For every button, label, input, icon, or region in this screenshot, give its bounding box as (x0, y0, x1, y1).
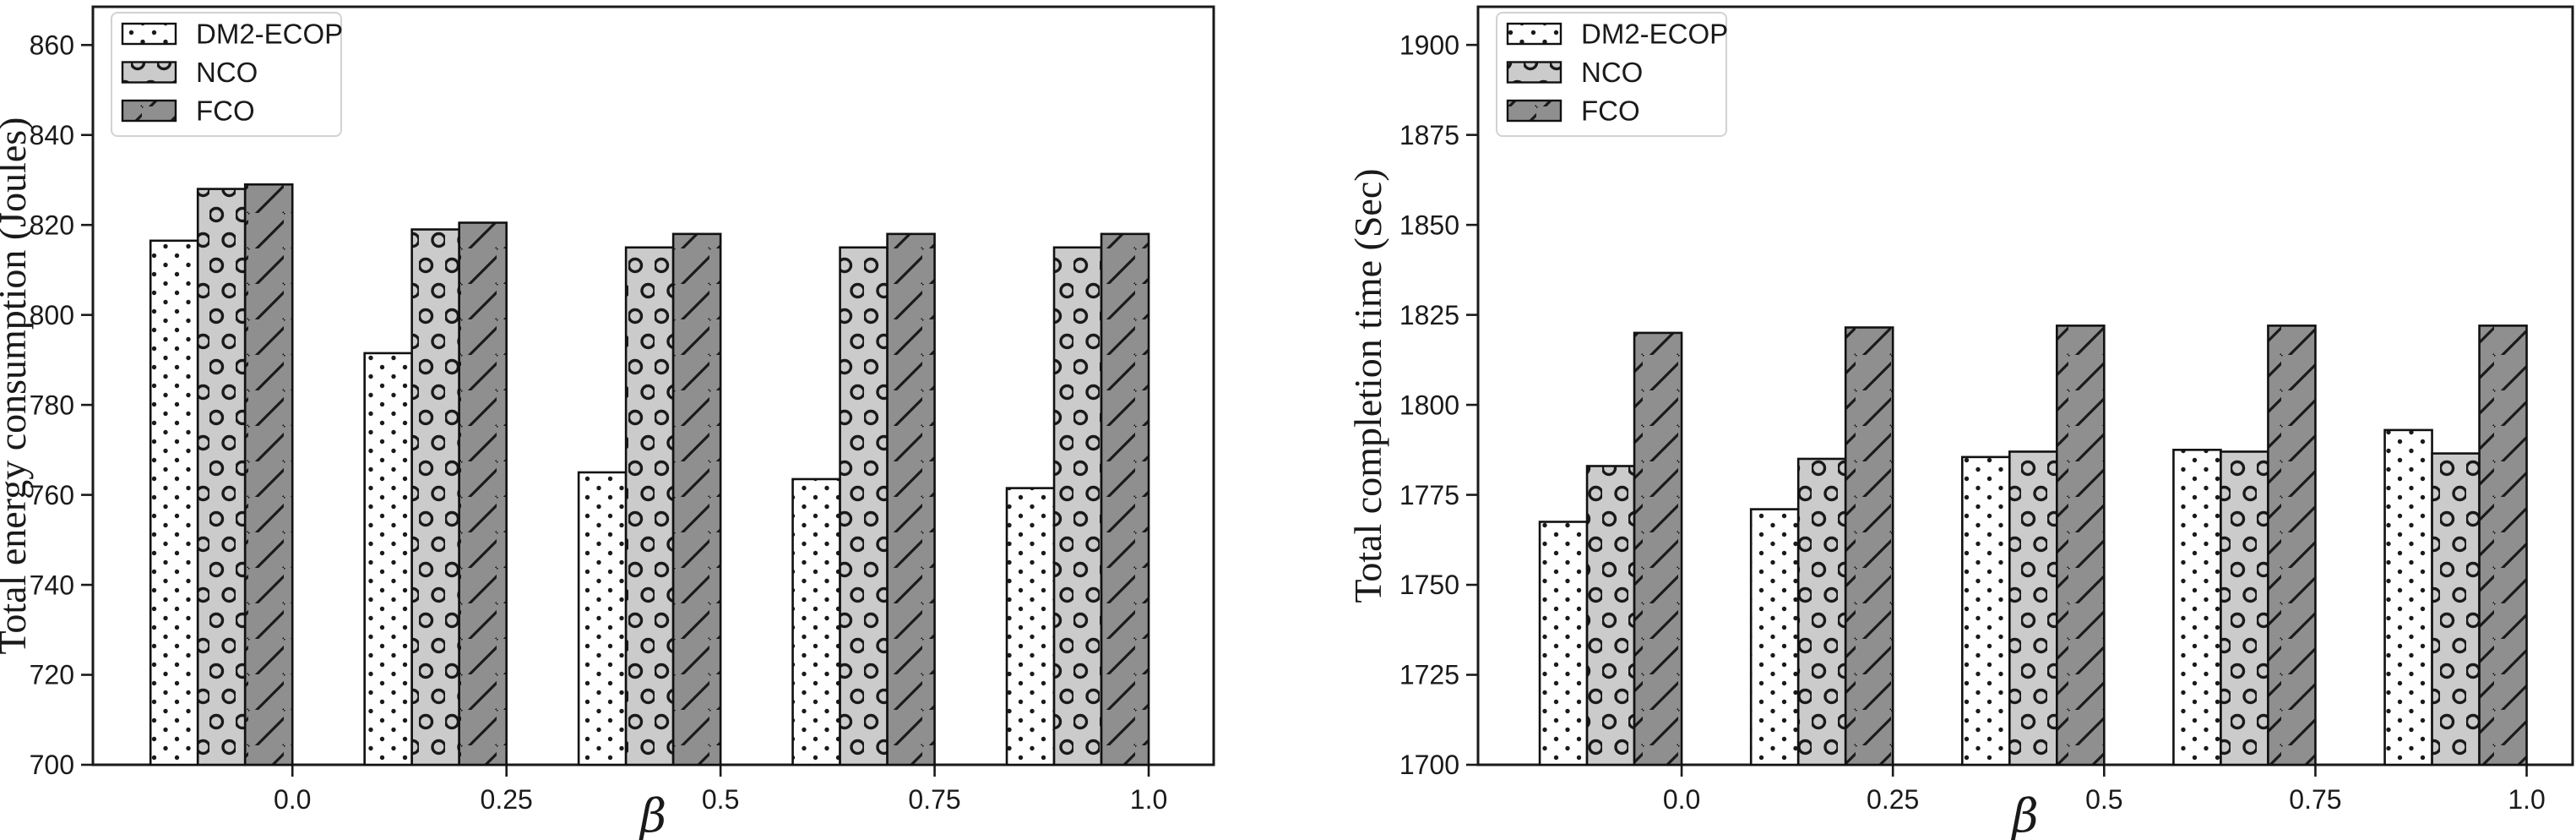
bar-nco-0.0 (196, 188, 247, 766)
legend-swatch-fco (1506, 99, 1562, 123)
x-tick-label: 0.5 (2085, 784, 2122, 815)
bar-dm2-ecop-0.25 (363, 352, 413, 766)
bar-nco-0.0 (1585, 465, 1636, 766)
energy-consumption-chart: 700 720 740 760 780 800 820 840 860 0.0 0.25 0.5 0.7… (0, 5, 1215, 840)
x-tick-label: 0.25 (481, 784, 533, 815)
completion-y-axis-label: Total completion time (Sec) (1346, 168, 1389, 603)
y-tick-label: 720 (30, 660, 74, 690)
bar-fco-0.25 (458, 221, 508, 766)
y-tick-label: 1775 (1399, 480, 1459, 510)
bar-fco-0.25 (1844, 326, 1894, 766)
bar-nco-0.75 (839, 246, 889, 766)
x-tick-label: 0.5 (702, 784, 739, 815)
x-tick-label: 0.75 (2289, 784, 2341, 815)
y-tick-label: 1750 (1399, 570, 1459, 600)
bar-dm2-ecop-1.0 (2383, 428, 2433, 766)
legend-swatch-dm2-ecop (121, 22, 177, 46)
y-tick-label: 860 (30, 30, 74, 60)
bar-nco-0.5 (2008, 450, 2058, 766)
bar-nco-0.5 (624, 246, 675, 766)
bar-fco-0.75 (886, 232, 936, 766)
bar-fco-1.0 (2478, 325, 2528, 766)
legend-label-nco: NCO (1581, 57, 1643, 88)
y-tick-label: 1725 (1399, 660, 1459, 690)
legend-swatch-dm2-ecop (1506, 22, 1562, 46)
y-tick-label: 820 (30, 210, 74, 240)
energy-x-axis-label: β (639, 789, 666, 840)
bar-fco-1.0 (1100, 232, 1150, 766)
bar-dm2-ecop-0.75 (791, 477, 841, 766)
legend-swatch-fco (121, 99, 177, 123)
bar-nco-0.25 (1796, 457, 1847, 766)
bar-dm2-ecop-0.0 (149, 239, 199, 766)
bar-fco-0.5 (2056, 325, 2106, 766)
y-tick-label: 1800 (1399, 390, 1459, 420)
bar-dm2-ecop-0.5 (577, 471, 628, 766)
legend-label-fco: FCO (1581, 95, 1640, 127)
bar-dm2-ecop-0.75 (2172, 449, 2222, 766)
x-tick-label: 0.75 (908, 784, 960, 815)
bar-nco-1.0 (2431, 452, 2481, 766)
y-tick-label: 1825 (1399, 300, 1459, 330)
completion-x-axis-label: β (2010, 789, 2038, 840)
bar-nco-0.25 (410, 228, 460, 766)
y-tick-label: 740 (30, 570, 74, 600)
bar-fco-0.75 (2267, 325, 2317, 766)
legend-swatch-nco (1506, 61, 1562, 84)
bar-fco-0.5 (671, 232, 722, 766)
legend-label-nco: NCO (196, 57, 258, 88)
energy-y-axis-label: Total energy consumption (Joules) (0, 117, 34, 655)
completion-time-chart: 1700 1725 1750 1775 1800 1825 1850 1875 1900 0.0 0… (1288, 0, 2576, 840)
bar-dm2-ecop-0.5 (1961, 455, 2011, 766)
legend-label-dm2-ecop: DM2-ECOP (1581, 19, 1728, 50)
legend: DM2-ECOP NCO FCO (111, 12, 343, 137)
legend-label-fco: FCO (196, 95, 255, 127)
bar-nco-1.0 (1052, 246, 1103, 766)
legend-label-dm2-ecop: DM2-ECOP (196, 19, 343, 50)
x-tick-label: 0.25 (1867, 784, 1919, 815)
bar-nco-0.75 (2220, 450, 2269, 766)
bar-dm2-ecop-1.0 (1005, 487, 1056, 766)
y-tick-label: 800 (30, 300, 74, 330)
x-tick-label: 0.0 (274, 784, 311, 815)
legend-swatch-nco (121, 61, 177, 84)
y-tick-label: 780 (30, 390, 74, 420)
y-tick-label: 700 (30, 750, 74, 780)
y-tick-label: 1900 (1399, 30, 1459, 60)
x-tick-label: 0.0 (1663, 784, 1700, 815)
legend: DM2-ECOP NCO FCO (1496, 12, 1728, 137)
completion-chart-svg: 1700 1725 1750 1775 1800 1825 1850 1875 1900 0.0 0… (1346, 5, 2574, 840)
bar-dm2-ecop-0.25 (1749, 508, 1800, 766)
energy-chart-svg: 700 720 740 760 780 800 820 840 860 0.0 0.25 0.5 0.7… (0, 5, 1215, 840)
bar-fco-0.0 (243, 183, 294, 766)
bar-dm2-ecop-0.0 (1538, 521, 1589, 766)
y-tick-label: 1875 (1399, 120, 1459, 150)
y-tick-label: 1700 (1399, 750, 1459, 780)
x-tick-label: 1.0 (2508, 784, 2545, 815)
y-tick-label: 840 (30, 120, 74, 150)
y-tick-label: 1850 (1399, 210, 1459, 240)
bar-fco-0.0 (1633, 331, 1683, 766)
x-tick-label: 1.0 (1130, 784, 1167, 815)
y-tick-label: 760 (30, 480, 74, 510)
